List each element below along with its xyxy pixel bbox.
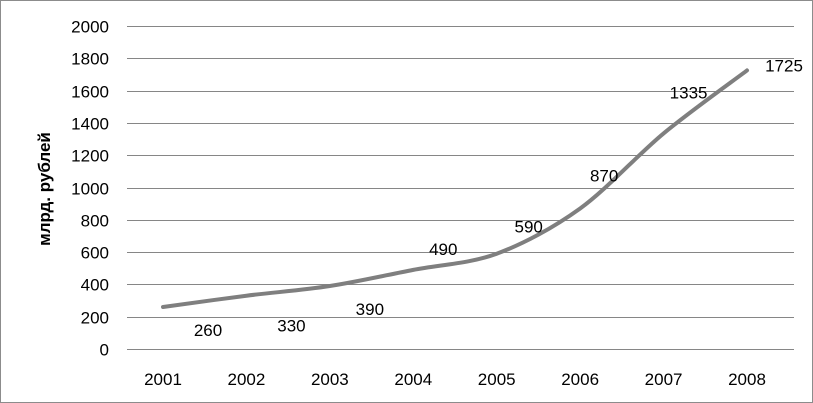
data-label-2004: 490 [429,240,457,259]
y-tick-label-800: 800 [81,212,109,231]
x-tick-label-2001: 2001 [144,370,182,389]
data-label-2005: 590 [515,218,543,237]
y-axis-tick-labels: 0 200 400 600 800 1000 1200 1400 1600 1800 2000 [71,18,109,360]
y-tick-label-400: 400 [81,276,109,295]
y-tick-label-1800: 1800 [71,50,109,69]
y-tick-label-1600: 1600 [71,83,109,102]
y-axis-title: млрд. рублей [35,132,54,246]
x-tick-label-2004: 2004 [394,370,432,389]
y-tick-label-2000: 2000 [71,18,109,37]
y-tick-label-1400: 1400 [71,115,109,134]
data-label-2007: 1335 [670,83,708,102]
data-label-2008: 1725 [765,56,803,75]
y-tick-label-600: 600 [81,244,109,263]
x-tick-label-2006: 2006 [561,370,599,389]
data-label-2001: 260 [194,321,222,340]
y-tick-label-1200: 1200 [71,147,109,166]
x-tick-label-2005: 2005 [478,370,516,389]
data-labels: 260 330 390 490 590 870 1335 1725 [194,56,803,340]
y-tick-label-0: 0 [100,341,109,360]
data-label-2002: 330 [277,317,305,336]
x-tick-label-2007: 2007 [645,370,683,389]
y-tick-label-1000: 1000 [71,180,109,199]
x-tick-label-2003: 2003 [311,370,349,389]
data-label-2006: 870 [590,166,618,185]
x-tick-label-2002: 2002 [228,370,266,389]
data-label-2003: 390 [356,300,384,319]
x-tick-label-2008: 2008 [728,370,766,389]
data-series [161,68,749,310]
x-axis-tick-labels: 2001 2002 2003 2004 2005 2006 2007 2008 [144,370,766,389]
series-line [161,68,749,310]
gridlines [127,26,794,350]
y-tick-label-200: 200 [81,309,109,328]
